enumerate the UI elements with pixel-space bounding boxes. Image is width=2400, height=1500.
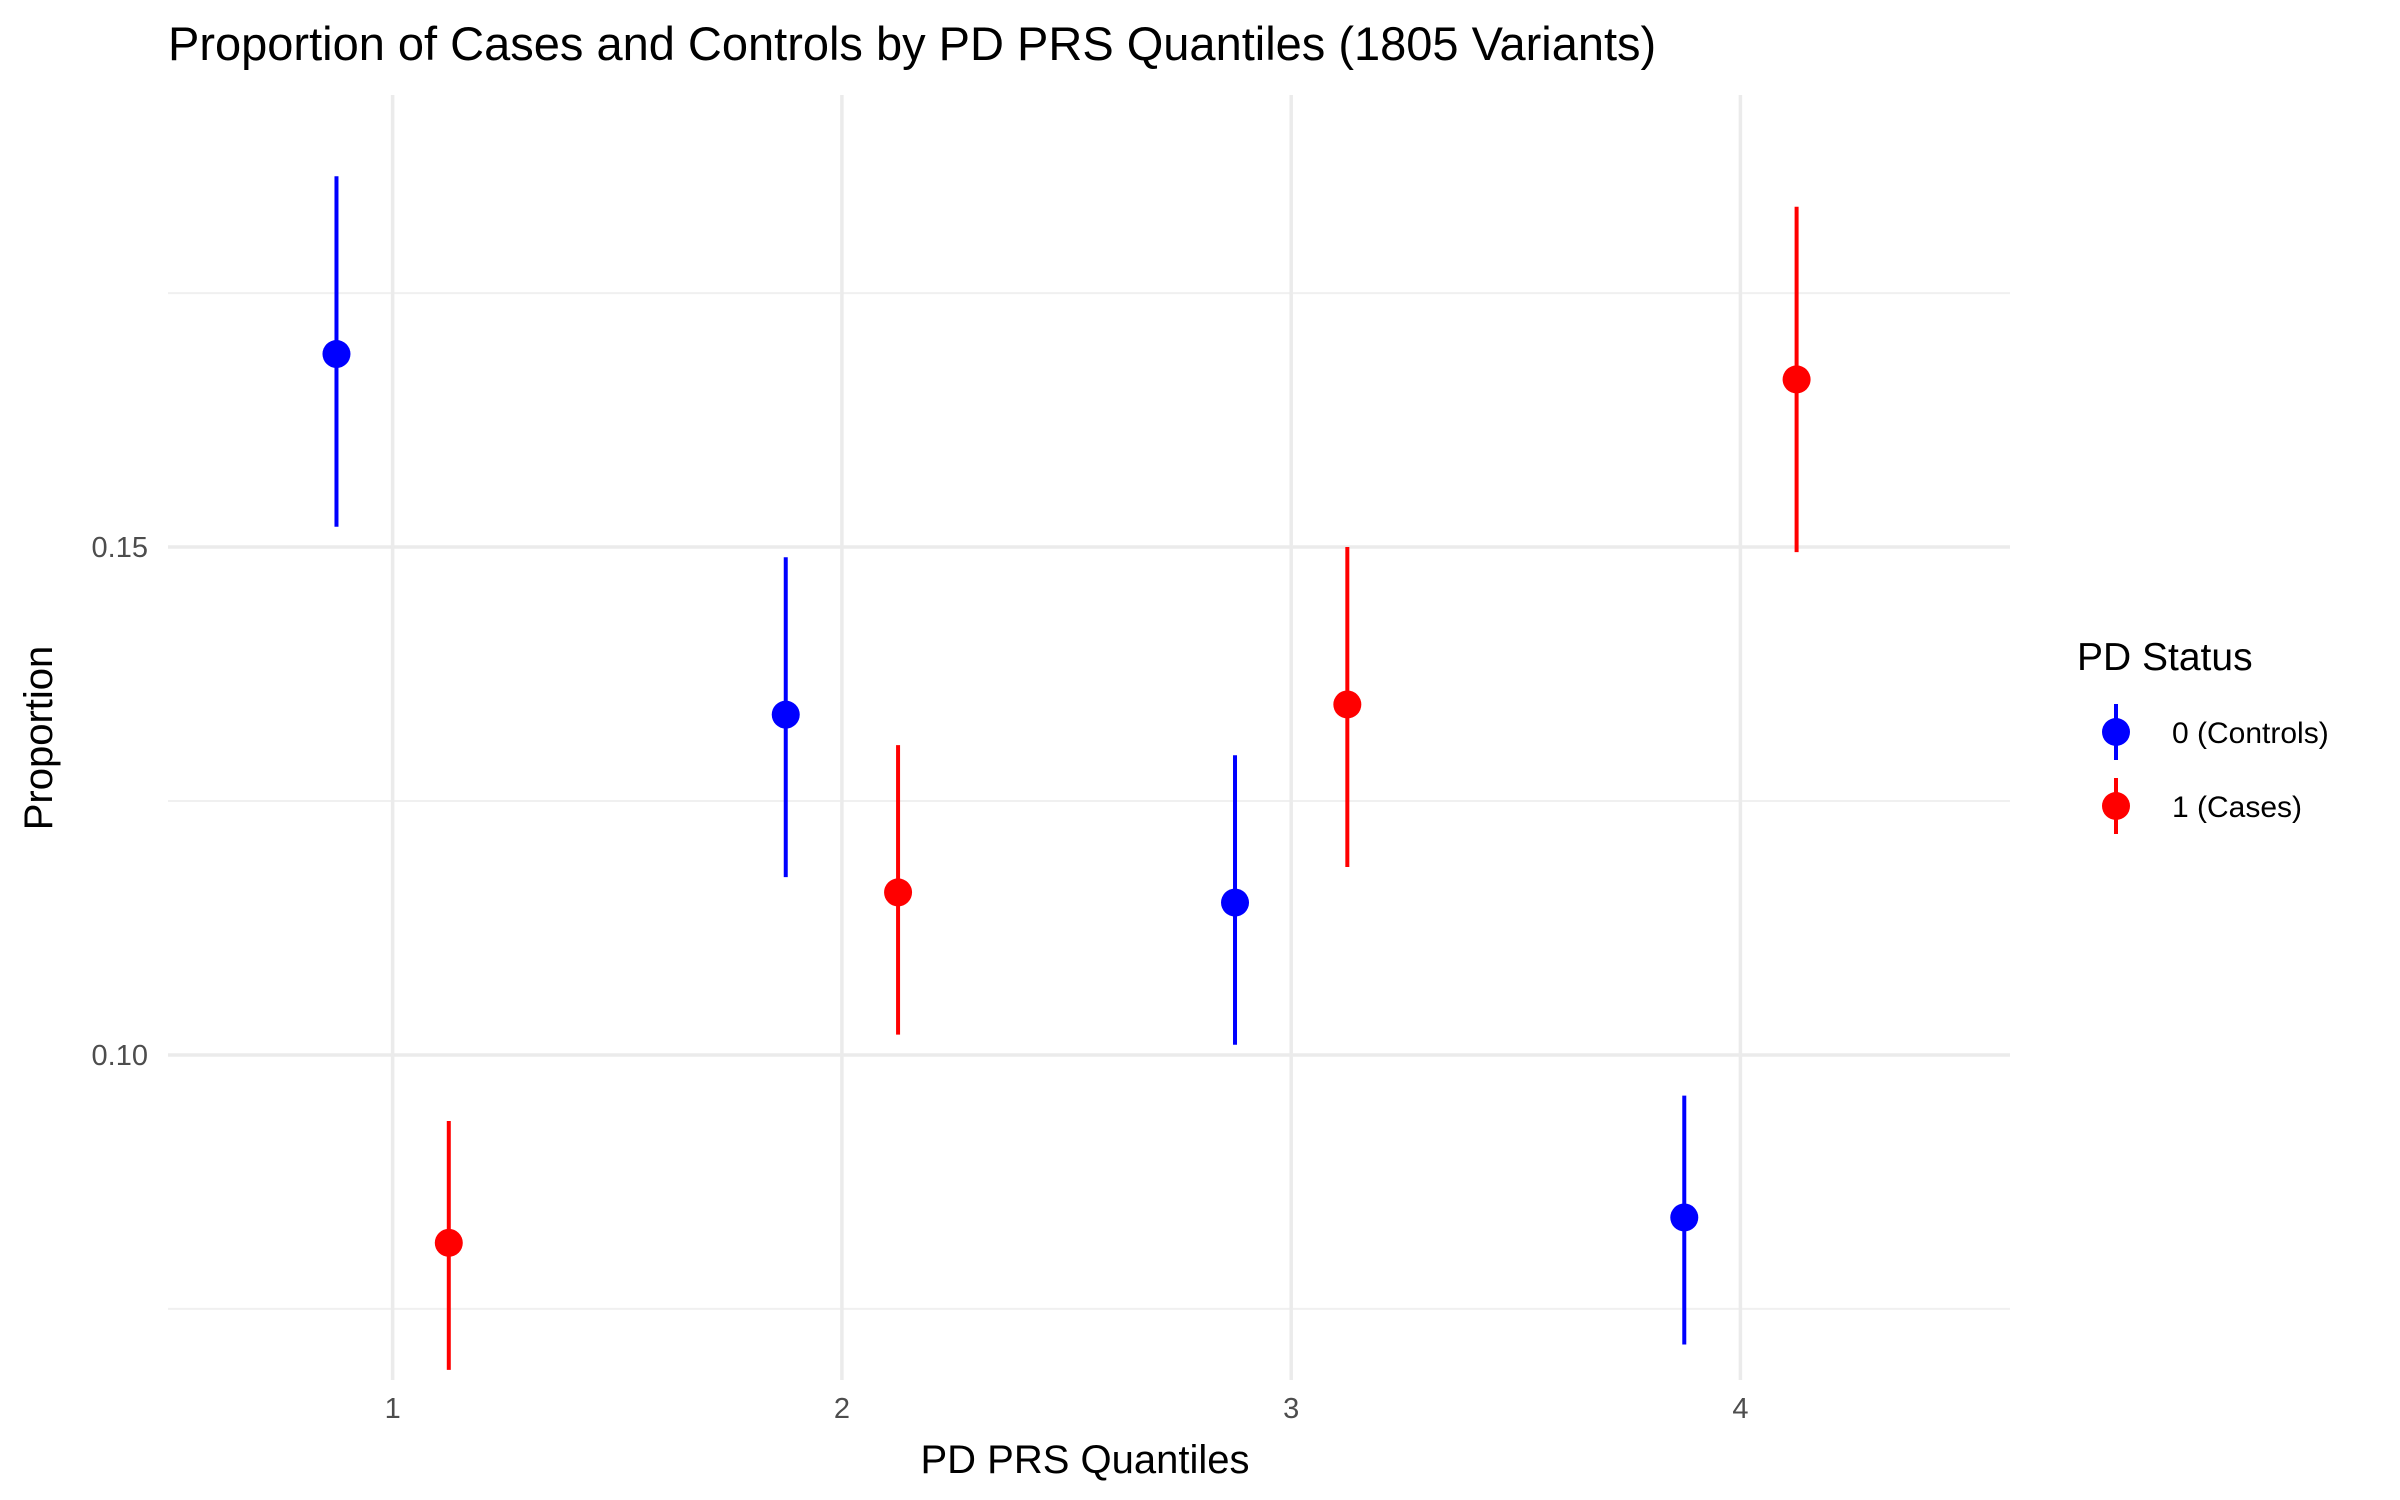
- chart-title: Proportion of Cases and Controls by PD P…: [168, 17, 1656, 70]
- x-tick-label: 2: [834, 1393, 850, 1425]
- x-tick-label: 3: [1283, 1393, 1299, 1425]
- legend-label: 0 (Controls): [2172, 717, 2329, 750]
- data-point: [1670, 1203, 1699, 1232]
- y-axis-ticks: 0.10 0.15: [92, 532, 148, 1072]
- legend: PD Status 0 (Controls) 1 (Cases): [2077, 636, 2329, 834]
- data-point: [771, 700, 800, 729]
- legend-key-point: [2102, 718, 2130, 746]
- data-point: [1782, 365, 1811, 394]
- y-axis-title: Proportion: [17, 646, 61, 831]
- data-series: [322, 176, 1811, 1370]
- data-point: [322, 340, 351, 369]
- x-tick-label: 4: [1732, 1393, 1748, 1425]
- data-point: [1221, 888, 1250, 917]
- legend-key-point: [2102, 792, 2130, 820]
- minor-gridlines: [168, 292, 2010, 1310]
- legend-title: PD Status: [2077, 636, 2253, 679]
- data-point: [884, 878, 913, 907]
- data-point: [434, 1228, 463, 1257]
- legend-label: 1 (Cases): [2172, 791, 2302, 824]
- legend-items: 0 (Controls) 1 (Cases): [2102, 704, 2329, 834]
- y-tick-label: 0.10: [92, 1040, 148, 1072]
- data-point: [1333, 690, 1362, 719]
- major-gridlines: [168, 95, 2010, 1380]
- x-tick-label: 1: [385, 1393, 401, 1425]
- x-axis-ticks: 1 2 3 4: [385, 1393, 1749, 1425]
- x-axis-title: PD PRS Quantiles: [920, 1438, 1249, 1482]
- y-tick-label: 0.15: [92, 532, 148, 564]
